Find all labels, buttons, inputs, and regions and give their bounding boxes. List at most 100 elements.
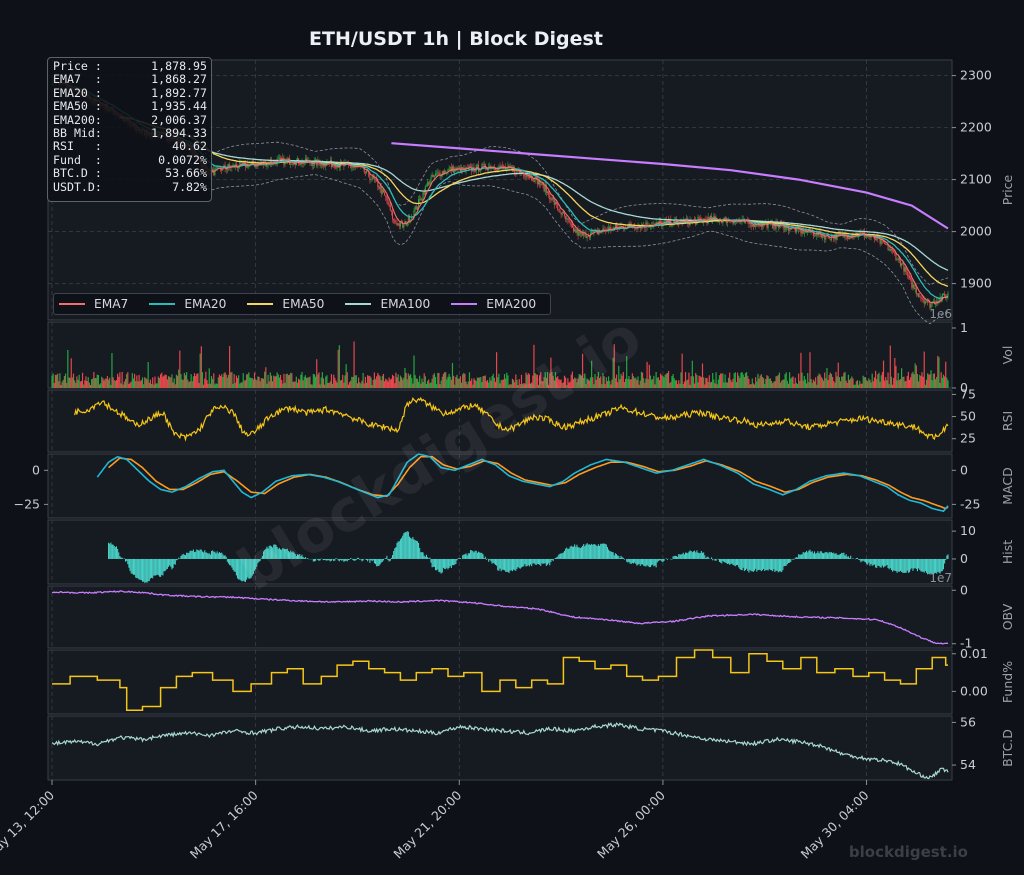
candle-body	[828, 237, 830, 239]
volume-bar	[880, 375, 882, 388]
histogram-bar	[600, 543, 602, 559]
histogram-bar	[118, 552, 120, 559]
histogram-bar	[720, 558, 722, 563]
volume-bar	[855, 381, 857, 388]
histogram-bar	[304, 556, 306, 559]
candle-body	[501, 165, 503, 167]
volume-bar	[894, 357, 896, 388]
histogram-bar	[188, 552, 190, 559]
histogram-bar	[155, 558, 157, 576]
histogram-bar	[792, 558, 794, 560]
volume-bar	[507, 375, 509, 388]
volume-bar	[743, 376, 745, 388]
volume-bar	[258, 376, 260, 388]
candle-body	[824, 235, 826, 240]
volume-bar	[587, 379, 589, 388]
volume-bar	[927, 373, 929, 388]
volume-bar	[804, 379, 807, 388]
histogram-bar	[121, 557, 123, 559]
volume-bar	[566, 384, 568, 388]
histogram-bar	[836, 554, 838, 559]
histogram-bar	[425, 554, 428, 559]
volume-bar	[557, 376, 559, 388]
y-tick-label: 2300	[960, 68, 992, 83]
candle-body	[902, 262, 904, 264]
candle-body	[562, 211, 564, 214]
histogram-bar	[230, 558, 232, 566]
volume-bar	[248, 372, 250, 388]
candle-body	[583, 233, 585, 236]
y-axis-label: RSI	[1000, 411, 1015, 431]
histogram-bar	[568, 548, 570, 559]
volume-bar	[698, 375, 700, 388]
candle-body	[476, 164, 478, 166]
histogram-bar	[557, 556, 559, 559]
histogram-bar	[747, 558, 749, 571]
histogram-bar	[825, 551, 827, 559]
volume-bar	[472, 384, 474, 388]
macd-signal-line	[108, 455, 949, 510]
volume-bar	[944, 376, 946, 388]
volume-bar	[320, 377, 322, 388]
histogram-bar	[397, 541, 399, 559]
legend-label: EMA20	[184, 297, 227, 311]
histogram-bar	[941, 558, 943, 572]
volume-bar	[760, 374, 762, 388]
histogram-bar	[515, 558, 517, 571]
candle-body	[895, 254, 897, 261]
volume-bar	[277, 374, 279, 388]
candle-body	[364, 172, 366, 174]
histogram-bar	[878, 558, 880, 566]
histogram-bar	[629, 558, 631, 564]
histogram-bar	[132, 558, 135, 575]
candle-body	[916, 293, 919, 295]
histogram-bar	[401, 537, 403, 559]
volume-bar	[162, 376, 164, 388]
histogram-bar	[145, 558, 147, 583]
volume-bar	[808, 382, 810, 388]
histogram-bar	[730, 558, 732, 565]
volume-bar	[558, 379, 560, 388]
histogram-bar	[861, 558, 863, 562]
volume-bar	[921, 372, 923, 388]
histogram-bar	[217, 553, 219, 559]
candle-body	[565, 216, 567, 220]
volume-bar	[933, 373, 936, 388]
histogram-bar	[531, 558, 533, 567]
volume-bar	[889, 345, 891, 388]
volume-bar	[714, 383, 716, 388]
volume-bar	[192, 376, 195, 388]
volume-bar	[911, 373, 913, 388]
y-tick-label-left: −25	[14, 496, 40, 511]
volume-bar	[230, 372, 232, 388]
histogram-bar	[907, 558, 909, 573]
histogram-bar	[829, 552, 831, 559]
histogram-bar	[863, 558, 865, 562]
histogram-bar	[683, 554, 685, 559]
histogram-bar	[799, 554, 801, 559]
histogram-bar	[430, 558, 432, 563]
candle-body	[534, 176, 536, 182]
histogram-bar	[694, 550, 696, 559]
volume-bar	[80, 381, 83, 388]
volume-bar	[130, 381, 132, 388]
candle-body	[660, 221, 662, 223]
volume-bar	[154, 376, 156, 388]
histogram-bar	[706, 556, 708, 559]
histogram-bar	[690, 551, 692, 559]
volume-bar	[718, 375, 721, 388]
volume-bar	[670, 382, 672, 388]
volume-bar	[825, 378, 827, 388]
histogram-bar	[526, 558, 528, 567]
candle-body	[221, 169, 223, 171]
volume-bar	[428, 379, 430, 388]
candle-body	[440, 175, 442, 177]
histogram-bar	[238, 558, 240, 580]
volume-bar	[712, 373, 714, 388]
histogram-bar	[494, 558, 497, 565]
volume-bar	[420, 383, 422, 388]
volume-bar	[484, 375, 486, 388]
histogram-bar	[109, 543, 111, 559]
histogram-bar	[231, 558, 233, 568]
